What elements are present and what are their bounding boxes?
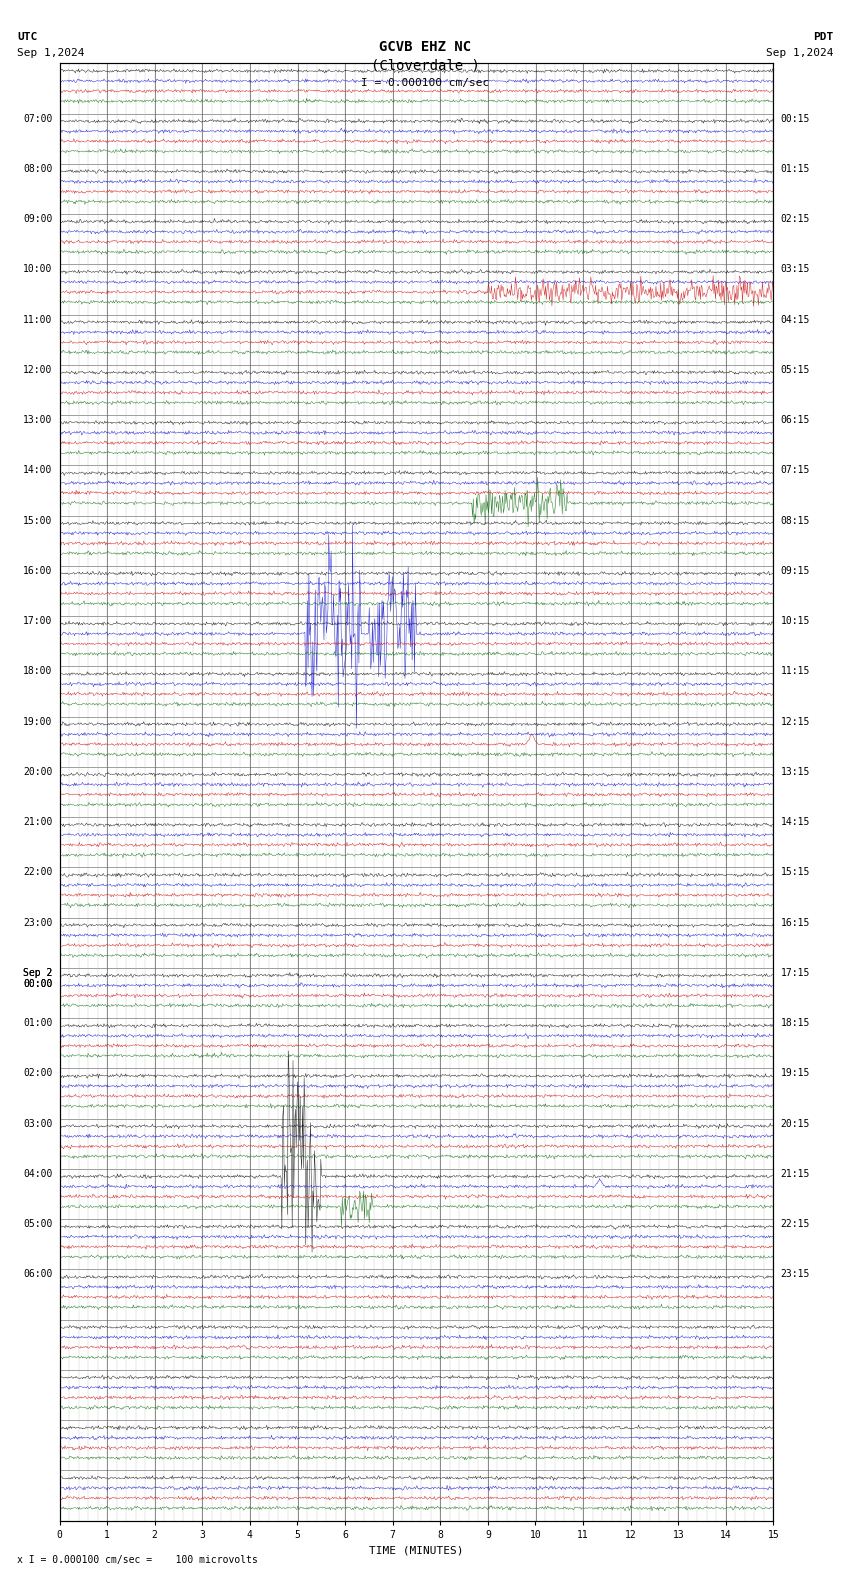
Text: 11:15: 11:15	[780, 667, 810, 676]
Text: x I = 0.000100 cm/sec =    100 microvolts: x I = 0.000100 cm/sec = 100 microvolts	[17, 1555, 258, 1565]
Text: 04:15: 04:15	[780, 315, 810, 325]
Text: 04:00: 04:00	[23, 1169, 53, 1178]
Text: 21:15: 21:15	[780, 1169, 810, 1178]
Text: 20:00: 20:00	[23, 767, 53, 776]
Text: 22:00: 22:00	[23, 868, 53, 878]
Text: 06:00: 06:00	[23, 1269, 53, 1280]
Text: 19:00: 19:00	[23, 716, 53, 727]
Text: 07:15: 07:15	[780, 466, 810, 475]
Text: 15:15: 15:15	[780, 868, 810, 878]
Text: 22:15: 22:15	[780, 1220, 810, 1229]
Text: 23:00: 23:00	[23, 917, 53, 928]
Text: 13:15: 13:15	[780, 767, 810, 776]
Text: 09:15: 09:15	[780, 565, 810, 577]
Text: 20:15: 20:15	[780, 1118, 810, 1129]
Text: 03:00: 03:00	[23, 1118, 53, 1129]
Text: Sep 2
00:00: Sep 2 00:00	[23, 968, 53, 990]
Text: 13:00: 13:00	[23, 415, 53, 425]
Text: 14:15: 14:15	[780, 817, 810, 827]
Text: 01:15: 01:15	[780, 163, 810, 174]
Text: 16:15: 16:15	[780, 917, 810, 928]
Text: 09:00: 09:00	[23, 214, 53, 223]
Text: 05:00: 05:00	[23, 1220, 53, 1229]
Text: 05:15: 05:15	[780, 364, 810, 375]
Text: 23:15: 23:15	[780, 1269, 810, 1280]
Text: 01:00: 01:00	[23, 1019, 53, 1028]
Text: 08:15: 08:15	[780, 516, 810, 526]
Text: 21:00: 21:00	[23, 817, 53, 827]
Text: 15:00: 15:00	[23, 516, 53, 526]
Text: 02:00: 02:00	[23, 1068, 53, 1079]
Text: Sep 1,2024: Sep 1,2024	[766, 48, 833, 57]
Text: Sep 1,2024: Sep 1,2024	[17, 48, 84, 57]
Text: 18:15: 18:15	[780, 1019, 810, 1028]
Text: I = 0.000100 cm/sec: I = 0.000100 cm/sec	[361, 78, 489, 87]
Text: Sep 2
00:00: Sep 2 00:00	[23, 968, 53, 990]
Text: 07:00: 07:00	[23, 114, 53, 124]
Text: 11:00: 11:00	[23, 315, 53, 325]
Text: GCVB EHZ NC: GCVB EHZ NC	[379, 40, 471, 54]
Text: 17:15: 17:15	[780, 968, 810, 977]
Text: 14:00: 14:00	[23, 466, 53, 475]
Text: UTC: UTC	[17, 32, 37, 41]
Text: 18:00: 18:00	[23, 667, 53, 676]
X-axis label: TIME (MINUTES): TIME (MINUTES)	[369, 1546, 464, 1555]
Text: 17:00: 17:00	[23, 616, 53, 626]
Text: 00:15: 00:15	[780, 114, 810, 124]
Text: 08:00: 08:00	[23, 163, 53, 174]
Text: 06:15: 06:15	[780, 415, 810, 425]
Text: 16:00: 16:00	[23, 565, 53, 577]
Text: 12:00: 12:00	[23, 364, 53, 375]
Text: PDT: PDT	[813, 32, 833, 41]
Text: 02:15: 02:15	[780, 214, 810, 223]
Text: (Cloverdale ): (Cloverdale )	[371, 59, 479, 73]
Text: 03:15: 03:15	[780, 265, 810, 274]
Text: 12:15: 12:15	[780, 716, 810, 727]
Text: 10:00: 10:00	[23, 265, 53, 274]
Text: 10:15: 10:15	[780, 616, 810, 626]
Text: 19:15: 19:15	[780, 1068, 810, 1079]
